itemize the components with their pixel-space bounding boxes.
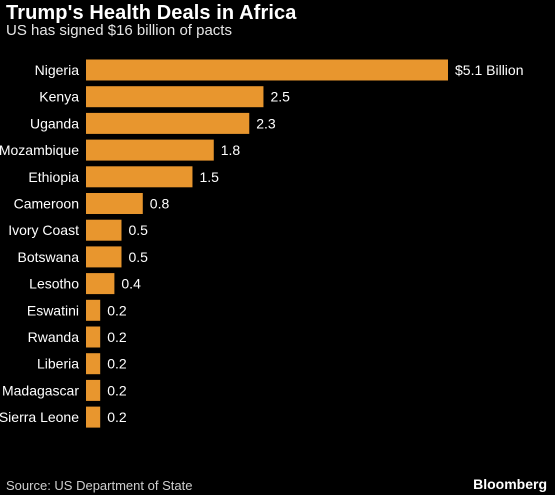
bar-botswana <box>86 246 122 268</box>
value-label-rwanda: 0.2 <box>107 329 127 345</box>
category-label-sierra-leone: Sierra Leone <box>0 409 79 425</box>
value-label-ivory-coast: 0.5 <box>128 222 148 238</box>
bar-chart: Nigeria $5.1 Billion Kenya 2.5 Uganda 2.3 Moza… <box>0 59 524 428</box>
bar-uganda <box>86 112 250 134</box>
bar-eswatini <box>86 299 101 321</box>
category-label-uganda: Uganda <box>30 115 79 131</box>
value-label-lesotho: 0.4 <box>121 276 141 292</box>
bar-nigeria <box>86 59 448 81</box>
value-label-nigeria: $5.1 Billion <box>455 62 524 78</box>
value-label-mozambique: 1.8 <box>221 142 241 158</box>
category-label-botswana: Botswana <box>18 249 80 265</box>
bar-lesotho <box>86 273 115 295</box>
bar-kenya <box>86 86 264 108</box>
bar-mozambique <box>86 139 214 161</box>
value-label-kenya: 2.5 <box>270 89 290 105</box>
bar-sierra-leone <box>86 406 101 428</box>
value-label-botswana: 0.5 <box>128 249 148 265</box>
source-note: Source: US Department of State <box>6 478 193 493</box>
bar-madagascar <box>86 379 101 401</box>
category-label-rwanda: Rwanda <box>28 329 80 345</box>
chart-title: Trump's Health Deals in Africa <box>6 2 297 24</box>
value-label-uganda: 2.3 <box>256 115 276 131</box>
category-label-ivory-coast: Ivory Coast <box>8 222 79 238</box>
bar-cameroon <box>86 193 143 214</box>
value-label-liberia: 0.2 <box>107 356 127 372</box>
value-label-eswatini: 0.2 <box>107 302 127 318</box>
chart-subtitle: US has signed $16 billion of pacts <box>6 22 232 39</box>
value-label-cameroon: 0.8 <box>150 196 170 212</box>
value-label-madagascar: 0.2 <box>107 382 127 398</box>
bar-rwanda <box>86 326 101 348</box>
value-label-sierra-leone: 0.2 <box>107 409 127 425</box>
category-label-nigeria: Nigeria <box>35 62 80 78</box>
category-label-cameroon: Cameroon <box>14 196 79 212</box>
bloomberg-logo: Bloomberg <box>473 476 547 492</box>
value-label-ethiopia: 1.5 <box>199 169 219 185</box>
category-label-eswatini: Eswatini <box>27 302 79 318</box>
category-label-lesotho: Lesotho <box>29 276 79 292</box>
bar-ethiopia <box>86 166 193 188</box>
category-label-kenya: Kenya <box>39 89 79 105</box>
category-label-liberia: Liberia <box>37 356 79 372</box>
category-label-mozambique: Mozambique <box>0 142 79 158</box>
bar-ivory-coast <box>86 219 122 241</box>
category-label-ethiopia: Ethiopia <box>28 169 79 185</box>
bar-liberia <box>86 353 101 375</box>
category-label-madagascar: Madagascar <box>2 382 79 398</box>
